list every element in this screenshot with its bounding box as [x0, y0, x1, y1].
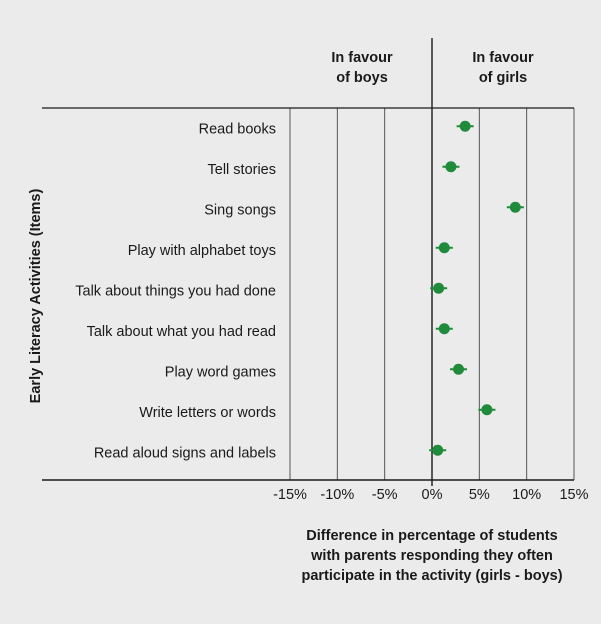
x-axis-label-line-2: participate in the activity (girls - boy… — [301, 568, 562, 584]
header-girls-line-1: of girls — [479, 70, 527, 86]
y-axis-label: Early Literacy Activities (Items) — [28, 189, 44, 404]
x-axis-label-line-1: with parents responding they often — [310, 548, 553, 564]
x-tick-label-3: 0% — [422, 487, 443, 503]
x-tick-label-4: 5% — [469, 487, 490, 503]
x-tick-label-5: 10% — [512, 487, 541, 503]
category-label-8: Read aloud signs and labels — [94, 445, 276, 461]
category-label-5: Talk about what you had read — [87, 324, 276, 340]
data-point-5 — [438, 323, 450, 335]
x-tick-label-1: -10% — [320, 487, 354, 503]
header-boys-line-0: In favour — [331, 50, 393, 66]
data-point-6 — [453, 363, 465, 375]
data-point-3 — [438, 242, 450, 254]
data-point-1 — [445, 161, 457, 173]
x-tick-label-2: -5% — [372, 487, 398, 503]
category-label-0: Read books — [199, 121, 276, 137]
x-tick-label-6: 15% — [559, 487, 588, 503]
data-point-8 — [432, 444, 444, 456]
header-boys-line-1: of boys — [336, 70, 388, 86]
category-label-7: Write letters or words — [139, 405, 276, 421]
category-label-4: Talk about things you had done — [75, 283, 276, 299]
data-point-2 — [509, 201, 521, 213]
x-axis-label-line-0: Difference in percentage of students — [306, 528, 557, 544]
category-label-1: Tell stories — [208, 162, 277, 178]
data-point-0 — [459, 120, 471, 132]
category-label-2: Sing songs — [204, 202, 276, 218]
category-label-3: Play with alphabet toys — [128, 243, 276, 259]
x-tick-label-0: -15% — [273, 487, 307, 503]
data-point-7 — [481, 404, 493, 416]
header-girls-line-0: In favour — [472, 50, 534, 66]
category-label-6: Play word games — [165, 364, 276, 380]
data-point-4 — [433, 282, 445, 294]
